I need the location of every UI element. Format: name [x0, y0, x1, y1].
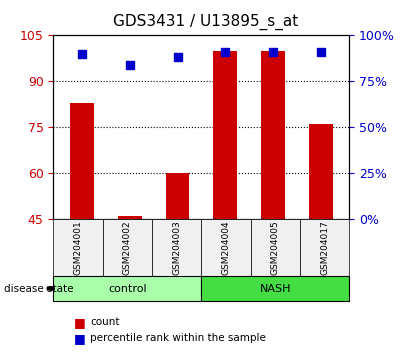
Point [222, 49, 229, 55]
Text: GDS3431 / U13895_s_at: GDS3431 / U13895_s_at [113, 14, 298, 30]
Text: count: count [90, 317, 120, 327]
Bar [166, 173, 189, 219]
Text: ■: ■ [74, 316, 86, 329]
Bar [70, 103, 94, 219]
Point [79, 51, 85, 57]
Point [127, 62, 133, 68]
Text: disease state: disease state [4, 284, 74, 293]
Bar [261, 51, 285, 219]
Text: GSM204017: GSM204017 [320, 221, 329, 275]
Text: GSM204001: GSM204001 [74, 221, 83, 275]
Text: control: control [108, 284, 147, 293]
Text: GSM204004: GSM204004 [222, 221, 231, 275]
Text: ■: ■ [74, 332, 86, 344]
Bar [213, 51, 237, 219]
Text: GSM204003: GSM204003 [172, 221, 181, 275]
Text: GSM204005: GSM204005 [271, 221, 280, 275]
Text: GSM204002: GSM204002 [123, 221, 132, 275]
Text: NASH: NASH [260, 284, 291, 293]
Text: percentile rank within the sample: percentile rank within the sample [90, 333, 266, 343]
Bar [309, 124, 332, 219]
Point [270, 49, 276, 55]
Bar [118, 216, 142, 219]
Point [317, 49, 324, 55]
Point [174, 55, 181, 60]
